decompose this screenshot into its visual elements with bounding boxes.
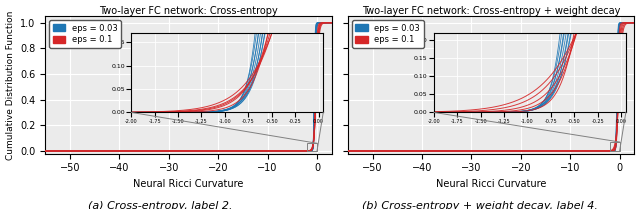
X-axis label: Neural Ricci Curvature: Neural Ricci Curvature bbox=[436, 179, 547, 189]
Y-axis label: Cumulative Distribution Function: Cumulative Distribution Function bbox=[6, 10, 15, 160]
Bar bbox=[610, 142, 620, 151]
Text: (b) Cross-entropy + weight decay, label 4.: (b) Cross-entropy + weight decay, label … bbox=[362, 201, 598, 209]
Bar bbox=[307, 143, 317, 151]
Title: Two-layer FC network: Cross-entropy: Two-layer FC network: Cross-entropy bbox=[99, 6, 278, 15]
Title: Two-layer FC network: Cross-entropy + weight decay: Two-layer FC network: Cross-entropy + we… bbox=[362, 6, 620, 15]
Legend: eps = 0.03, eps = 0.1: eps = 0.03, eps = 0.1 bbox=[352, 20, 424, 48]
Text: (a) Cross-entropy, label 2.: (a) Cross-entropy, label 2. bbox=[88, 201, 232, 209]
Legend: eps = 0.03, eps = 0.1: eps = 0.03, eps = 0.1 bbox=[49, 20, 121, 48]
X-axis label: Neural Ricci Curvature: Neural Ricci Curvature bbox=[133, 179, 244, 189]
